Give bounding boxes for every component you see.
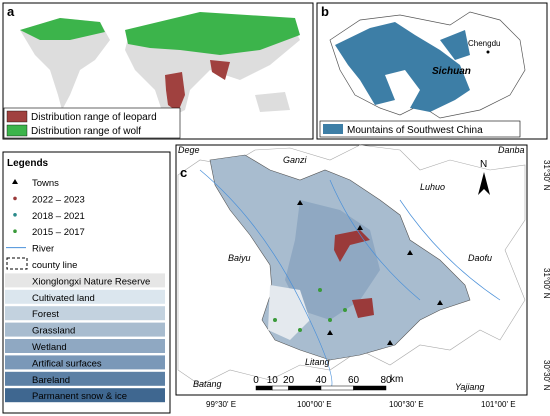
legend-swatch	[323, 124, 343, 134]
lat-label: 30°30' N	[542, 360, 550, 391]
legend-label: Distribution range of leopard	[31, 112, 157, 123]
legend-symbol	[5, 322, 165, 337]
world-map	[20, 12, 300, 120]
legend-symbol	[5, 339, 165, 353]
scale-unit: km	[390, 374, 403, 385]
grassland	[285, 200, 380, 320]
legend-label: Towns	[32, 178, 59, 189]
scale-segment	[353, 385, 387, 391]
place-label: Danba	[498, 145, 525, 155]
legend-symbol	[5, 289, 165, 304]
place-label: Batang	[193, 379, 222, 389]
legend-symbol	[5, 388, 165, 403]
legend-symbol	[5, 371, 165, 386]
legend-label: Distribution range of wolf	[31, 126, 141, 137]
scale-tick-label: 20	[283, 375, 295, 386]
legend-symbol	[12, 179, 18, 184]
legend-label: Wetland	[32, 342, 67, 353]
mountains	[335, 22, 470, 112]
scale-tick-label: 40	[315, 375, 327, 386]
legend-label: River	[32, 244, 54, 255]
legend-symbol	[13, 229, 17, 233]
scale-tick-label: 0	[253, 375, 259, 386]
legend-label: county line	[32, 260, 77, 271]
scale-tick-label: 60	[348, 375, 360, 386]
panel-label: c	[180, 165, 187, 180]
legend-symbol	[5, 306, 165, 321]
scale-segment	[288, 385, 322, 391]
legend-label: Artifical surfaces	[32, 358, 102, 369]
legend-symbol	[13, 213, 17, 217]
legend-label: 2022 – 2023	[32, 194, 85, 205]
legend-items: Towns 2022 – 2023 2018 – 2021 2015 – 2017 Ri…	[5, 178, 165, 403]
scale-bar: 0 10 20 40 60 80	[253, 375, 392, 391]
mountains	[440, 30, 470, 60]
scale-segment	[255, 385, 273, 391]
lat-label: 31°30' N	[542, 160, 550, 191]
legend-swatch	[6, 110, 28, 123]
scale-tick-label: 10	[267, 375, 279, 386]
legend-label: Forest	[32, 309, 59, 320]
legend-label: Xionglongxi Nature Reserve	[32, 276, 150, 287]
legend-swatch	[6, 124, 28, 137]
lon-label: 101°00' E	[481, 400, 516, 409]
city-dot	[486, 50, 490, 54]
legend-box	[3, 107, 181, 139]
towns	[297, 200, 443, 345]
place-label: Ganzi	[283, 155, 308, 165]
place-label: Baiyu	[228, 253, 251, 263]
place-label: Yajiang	[455, 382, 484, 392]
legend-label: Mountains of Southwest China	[347, 125, 483, 136]
lat-label: 31°00' N	[542, 268, 550, 299]
panel-label: b	[321, 4, 329, 19]
place-label: Daofu	[468, 253, 492, 263]
city-label: Chengdu	[468, 39, 500, 48]
county-lines	[177, 144, 526, 386]
legend-label: Grassland	[32, 326, 75, 337]
scale-tick-label: 80	[380, 375, 392, 386]
panel-label: a	[7, 4, 15, 19]
wolf-points	[273, 288, 347, 332]
place-label: Dege	[178, 145, 200, 155]
legend-label: 2018 – 2021	[32, 211, 85, 222]
north-label: N	[480, 159, 487, 170]
scale-segment	[320, 385, 354, 391]
legend-title: Legends	[7, 158, 49, 169]
place-label: Luhuo	[420, 182, 445, 192]
legend-box	[319, 120, 521, 138]
legend-label: Parmanent snow & ice	[32, 391, 127, 402]
legend-symbol	[5, 273, 165, 288]
lon-label: 100°30' E	[389, 400, 424, 409]
province-label: Sichuan	[432, 66, 471, 77]
lon-label: 100°00' E	[297, 400, 332, 409]
rivers	[199, 169, 501, 391]
north-arrow	[478, 172, 490, 195]
legend-label: 2015 – 2017	[32, 227, 85, 238]
scale-segment	[272, 385, 289, 391]
legend-label: Cultivated land	[32, 293, 95, 304]
leopard-points	[352, 298, 374, 318]
legend-label: Bareland	[32, 375, 70, 386]
leopard-points	[334, 230, 370, 262]
place-label: Litang	[305, 357, 330, 367]
legend-symbol	[6, 257, 28, 270]
legend-symbol	[5, 355, 165, 370]
lon-label: 99°30' E	[206, 400, 236, 409]
legend-symbol	[13, 196, 17, 201]
